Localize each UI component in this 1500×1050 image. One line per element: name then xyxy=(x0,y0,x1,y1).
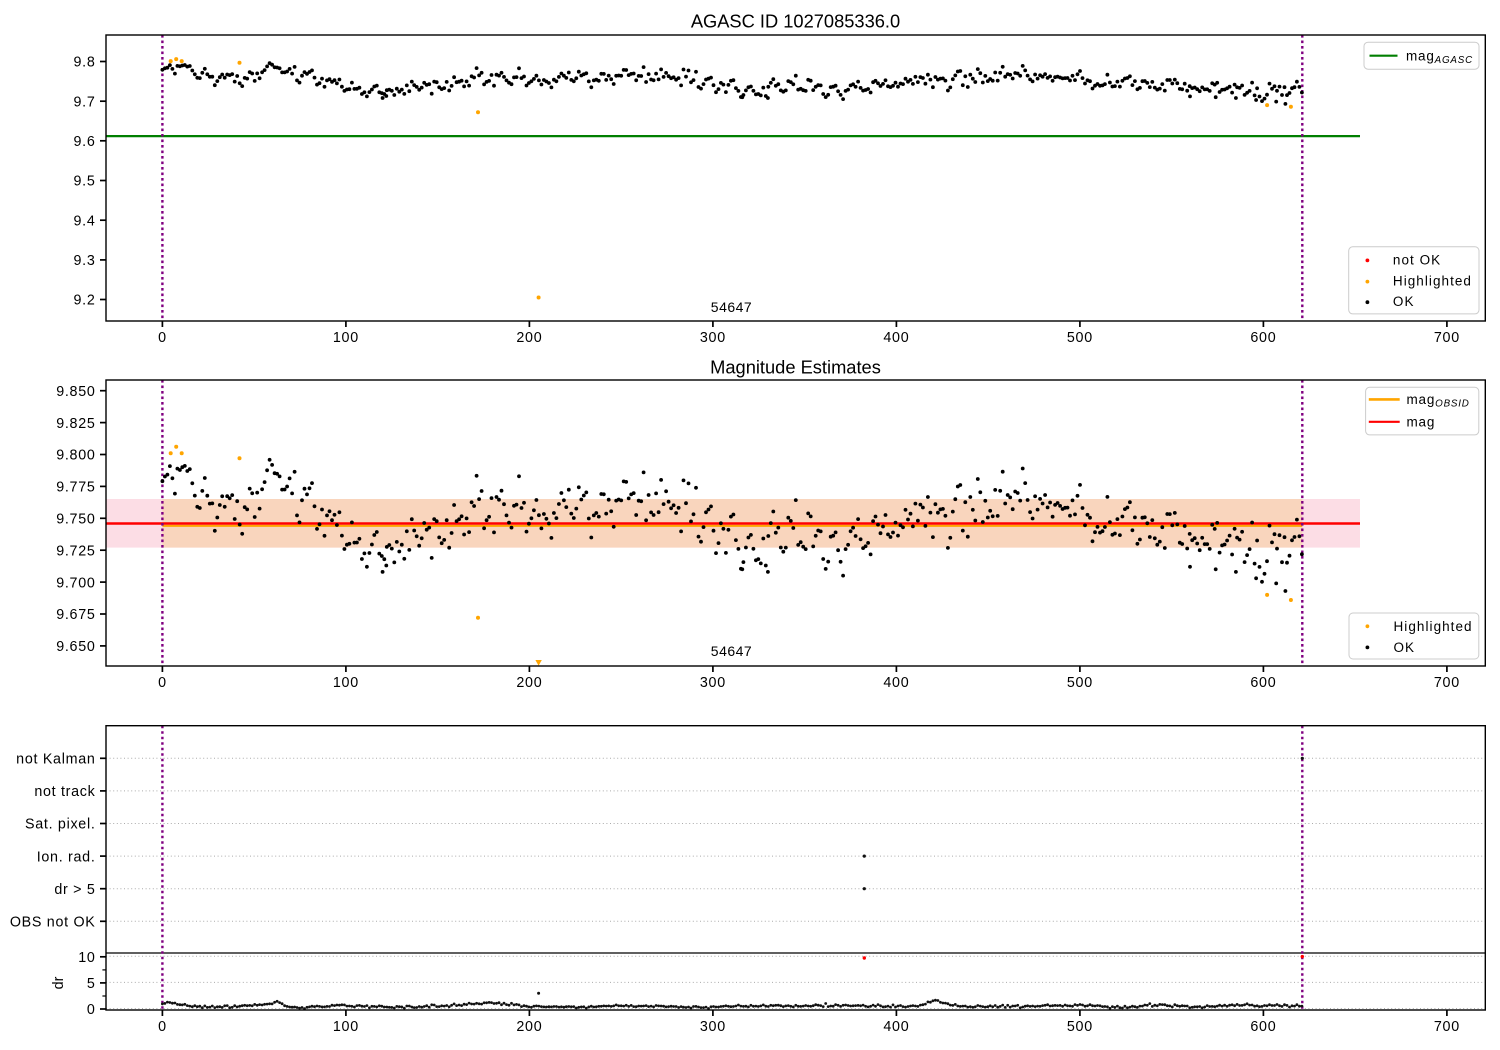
svg-text:9.8: 9.8 xyxy=(74,55,96,71)
svg-text:0: 0 xyxy=(158,675,167,691)
svg-text:9.825: 9.825 xyxy=(56,416,95,432)
svg-text:mag: mag xyxy=(1407,414,1436,429)
svg-text:Magnitude Estimates: Magnitude Estimates xyxy=(710,357,881,378)
svg-text:10: 10 xyxy=(78,950,95,966)
svg-text:9.5: 9.5 xyxy=(74,174,96,190)
svg-text:9.7: 9.7 xyxy=(74,94,96,110)
svg-text:AGASC ID 1027085336.0: AGASC ID 1027085336.0 xyxy=(691,11,900,32)
svg-text:700: 700 xyxy=(1434,1019,1460,1035)
svg-text:200: 200 xyxy=(516,675,542,691)
svg-text:not Kalman: not Kalman xyxy=(16,752,95,768)
svg-text:OK: OK xyxy=(1394,640,1416,655)
svg-text:dr: dr xyxy=(51,976,67,989)
svg-text:600: 600 xyxy=(1250,675,1276,691)
svg-text:not OK: not OK xyxy=(1393,252,1441,267)
svg-text:100: 100 xyxy=(333,675,359,691)
svg-text:500: 500 xyxy=(1067,330,1093,346)
svg-text:OBS not OK: OBS not OK xyxy=(10,915,96,931)
svg-text:500: 500 xyxy=(1067,675,1093,691)
svg-text:5: 5 xyxy=(87,976,96,992)
svg-text:400: 400 xyxy=(883,330,909,346)
svg-text:9.800: 9.800 xyxy=(56,448,95,464)
svg-text:9.650: 9.650 xyxy=(56,639,95,655)
svg-text:9.675: 9.675 xyxy=(56,607,95,623)
svg-text:9.6: 9.6 xyxy=(74,134,96,150)
svg-text:200: 200 xyxy=(516,330,542,346)
svg-text:700: 700 xyxy=(1434,675,1460,691)
svg-text:300: 300 xyxy=(700,330,726,346)
svg-text:54647: 54647 xyxy=(711,643,752,659)
svg-text:54647: 54647 xyxy=(711,299,752,315)
svg-text:300: 300 xyxy=(700,675,726,691)
svg-text:dr > 5: dr > 5 xyxy=(54,882,95,898)
svg-text:0: 0 xyxy=(158,330,167,346)
svg-text:9.2: 9.2 xyxy=(74,293,96,309)
svg-text:9.3: 9.3 xyxy=(74,253,96,269)
svg-text:0: 0 xyxy=(158,1019,167,1035)
svg-text:9.4: 9.4 xyxy=(74,213,96,229)
svg-text:600: 600 xyxy=(1250,330,1276,346)
svg-text:Sat. pixel.: Sat. pixel. xyxy=(25,817,95,833)
svg-text:Ion. rad.: Ion. rad. xyxy=(37,849,96,865)
svg-text:Highlighted: Highlighted xyxy=(1394,619,1473,634)
svg-text:200: 200 xyxy=(516,1019,542,1035)
svg-text:700: 700 xyxy=(1434,330,1460,346)
svg-text:100: 100 xyxy=(333,1019,359,1035)
svg-text:9.850: 9.850 xyxy=(56,384,95,400)
svg-text:400: 400 xyxy=(883,1019,909,1035)
svg-text:Highlighted: Highlighted xyxy=(1393,274,1472,289)
svg-text:9.700: 9.700 xyxy=(56,575,95,591)
svg-text:100: 100 xyxy=(333,330,359,346)
svg-text:9.725: 9.725 xyxy=(56,543,95,559)
svg-text:500: 500 xyxy=(1067,1019,1093,1035)
svg-text:600: 600 xyxy=(1250,1019,1276,1035)
svg-text:9.775: 9.775 xyxy=(56,480,95,496)
svg-text:0: 0 xyxy=(87,1002,96,1018)
svg-text:9.750: 9.750 xyxy=(56,512,95,528)
svg-text:400: 400 xyxy=(883,675,909,691)
svg-text:not track: not track xyxy=(34,784,95,800)
svg-text:300: 300 xyxy=(700,1019,726,1035)
svg-text:OK: OK xyxy=(1393,294,1415,309)
